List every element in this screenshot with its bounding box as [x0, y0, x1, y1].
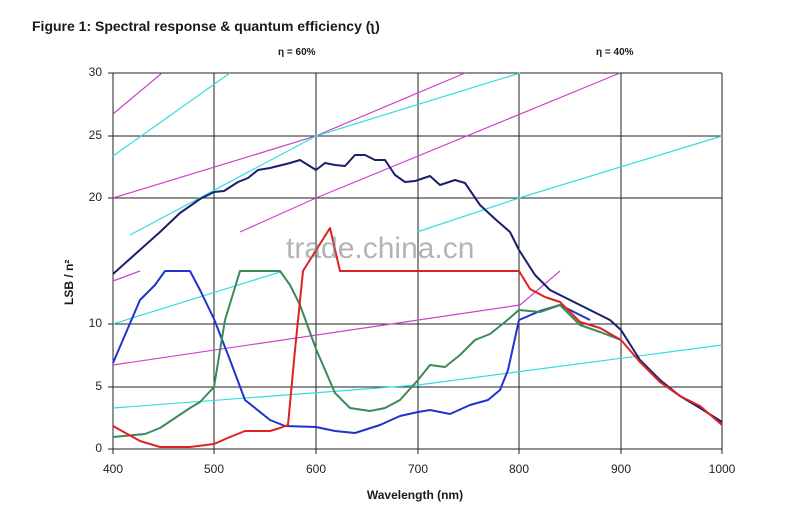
- series-monochrome: [112, 154, 723, 423]
- series-red: [112, 227, 723, 448]
- y-tick: 25: [88, 128, 102, 142]
- series-green: [112, 270, 622, 438]
- x-tick: 500: [203, 462, 225, 476]
- eta-60-label: η = 60%: [278, 47, 316, 58]
- qe-reference-lines: [112, 72, 723, 409]
- y-axis-label: LSB / n²: [62, 259, 76, 305]
- x-tick: 400: [102, 462, 124, 476]
- y-tick: 5: [95, 379, 102, 393]
- y-tick: 20: [88, 190, 102, 204]
- figure-title: Figure 1: Spectral response & quantum ef…: [32, 18, 380, 34]
- x-axis-label: Wavelength (nm): [366, 488, 464, 502]
- x-tick: 600: [305, 462, 327, 476]
- x-tick: 700: [407, 462, 429, 476]
- y-tick: 30: [88, 65, 102, 79]
- eta-40-label: η = 40%: [596, 47, 634, 58]
- y-tick: 10: [88, 316, 102, 330]
- x-tick: 800: [508, 462, 530, 476]
- watermark: trade.china.cn: [286, 232, 475, 265]
- x-tick: 900: [610, 462, 632, 476]
- y-tick: 0: [95, 441, 102, 455]
- series-blue: [112, 270, 591, 434]
- x-tick: 1000: [708, 462, 736, 476]
